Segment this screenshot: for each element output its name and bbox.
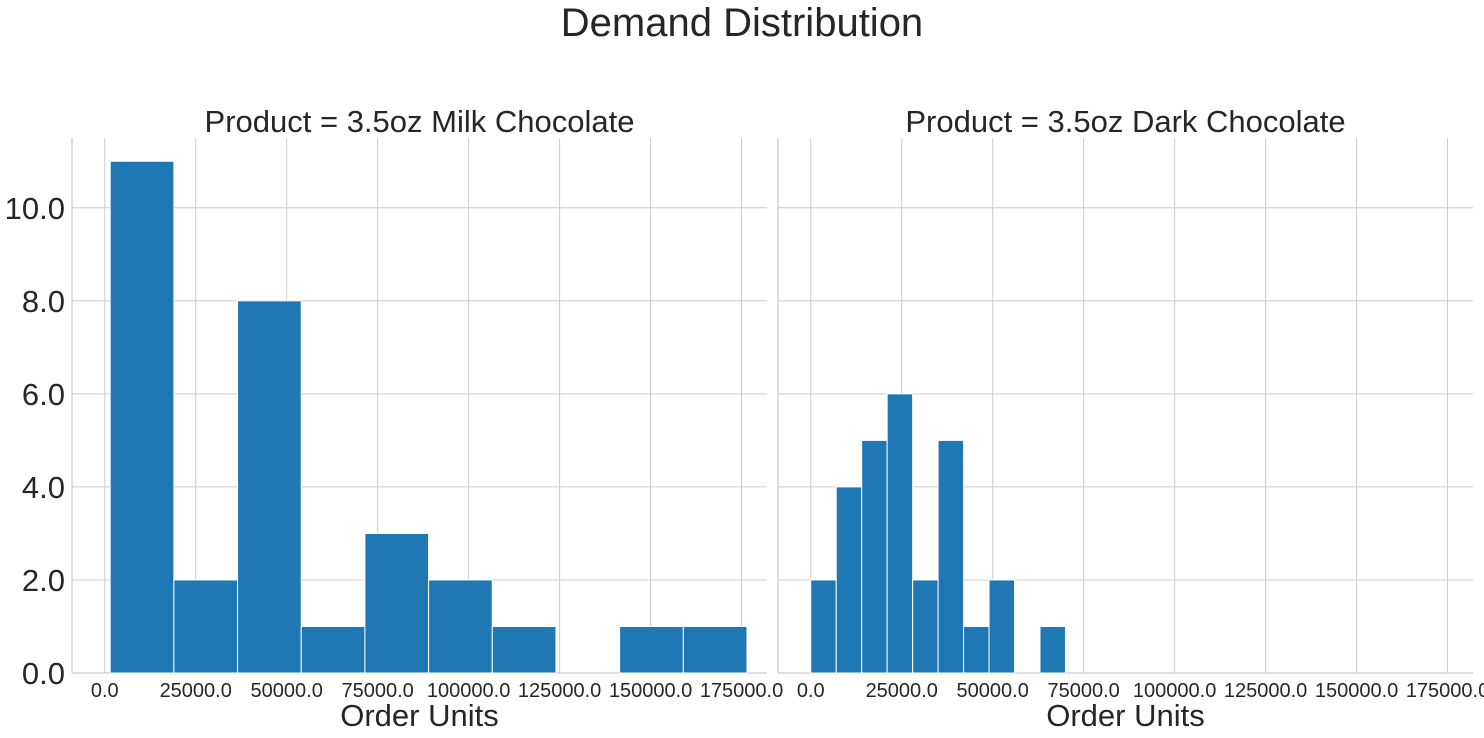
- histogram-bar: [937, 439, 965, 674]
- x-tick-label: 75000.0: [342, 680, 414, 702]
- y-tick-label: 4.0: [22, 470, 65, 505]
- histogram-bar: [364, 532, 430, 674]
- histogram-bar: [988, 579, 1016, 674]
- chart-title: Demand Distribution: [561, 1, 923, 45]
- histogram-bar: [109, 160, 175, 674]
- x-tick-label: 175000.0: [700, 680, 783, 702]
- x-tick-label: 125000.0: [1224, 680, 1307, 702]
- histogram-bar: [861, 439, 888, 674]
- panel-dark-chocolate: Product = 3.5oz Dark Chocolate Order Uni…: [777, 104, 1484, 733]
- histogram-bar: [300, 625, 366, 674]
- x-tick-label: 125000.0: [518, 680, 601, 702]
- histogram-bar: [835, 486, 863, 674]
- panel-title-milk-chocolate: Product = 3.5oz Milk Chocolate: [205, 104, 635, 139]
- x-tick-label: 0.0: [797, 680, 825, 702]
- histogram-bar: [428, 579, 493, 674]
- x-tick-label: 0.0: [91, 680, 119, 702]
- x-axis-label-dark-chocolate: Order Units: [1046, 698, 1204, 733]
- x-tick-label: 100000.0: [1133, 680, 1216, 702]
- histogram-bar: [237, 300, 302, 674]
- x-tick-label: 175000.0: [1406, 680, 1484, 702]
- histogram-bars: [109, 160, 748, 674]
- y-tick-label: 0.0: [22, 656, 65, 691]
- x-tick-label: 100000.0: [427, 680, 510, 702]
- x-tick-label: 50000.0: [957, 680, 1029, 702]
- histogram-bars: [810, 393, 1066, 674]
- y-tick-label: 8.0: [22, 284, 65, 319]
- x-tick-label: 150000.0: [1315, 680, 1398, 702]
- x-axis-label-milk-chocolate: Order Units: [340, 698, 498, 733]
- x-tick-label: 150000.0: [609, 680, 692, 702]
- histogram-bar: [173, 579, 239, 674]
- x-tick-label: 75000.0: [1048, 680, 1120, 702]
- histogram-bar: [682, 625, 748, 674]
- histogram-bar: [886, 393, 914, 674]
- x-tick-label: 50000.0: [251, 680, 323, 702]
- histogram-bar: [912, 579, 939, 674]
- histogram-bar: [619, 625, 684, 674]
- histogram-bar: [491, 625, 557, 674]
- histogram-bar: [810, 579, 837, 674]
- x-tick-label: 25000.0: [160, 680, 232, 702]
- x-tick-label: 25000.0: [866, 680, 938, 702]
- y-tick-label: 6.0: [22, 377, 65, 412]
- y-tick-label: 2.0: [22, 563, 65, 598]
- y-tick-label: 10.0: [5, 191, 65, 226]
- panel-title-dark-chocolate: Product = 3.5oz Dark Chocolate: [905, 104, 1345, 139]
- histogram-bar: [963, 625, 990, 674]
- histogram-bar: [1039, 625, 1066, 674]
- grid-lines: [72, 138, 767, 674]
- panel-milk-chocolate: Product = 3.5oz Milk Chocolate Order Uni…: [5, 104, 784, 733]
